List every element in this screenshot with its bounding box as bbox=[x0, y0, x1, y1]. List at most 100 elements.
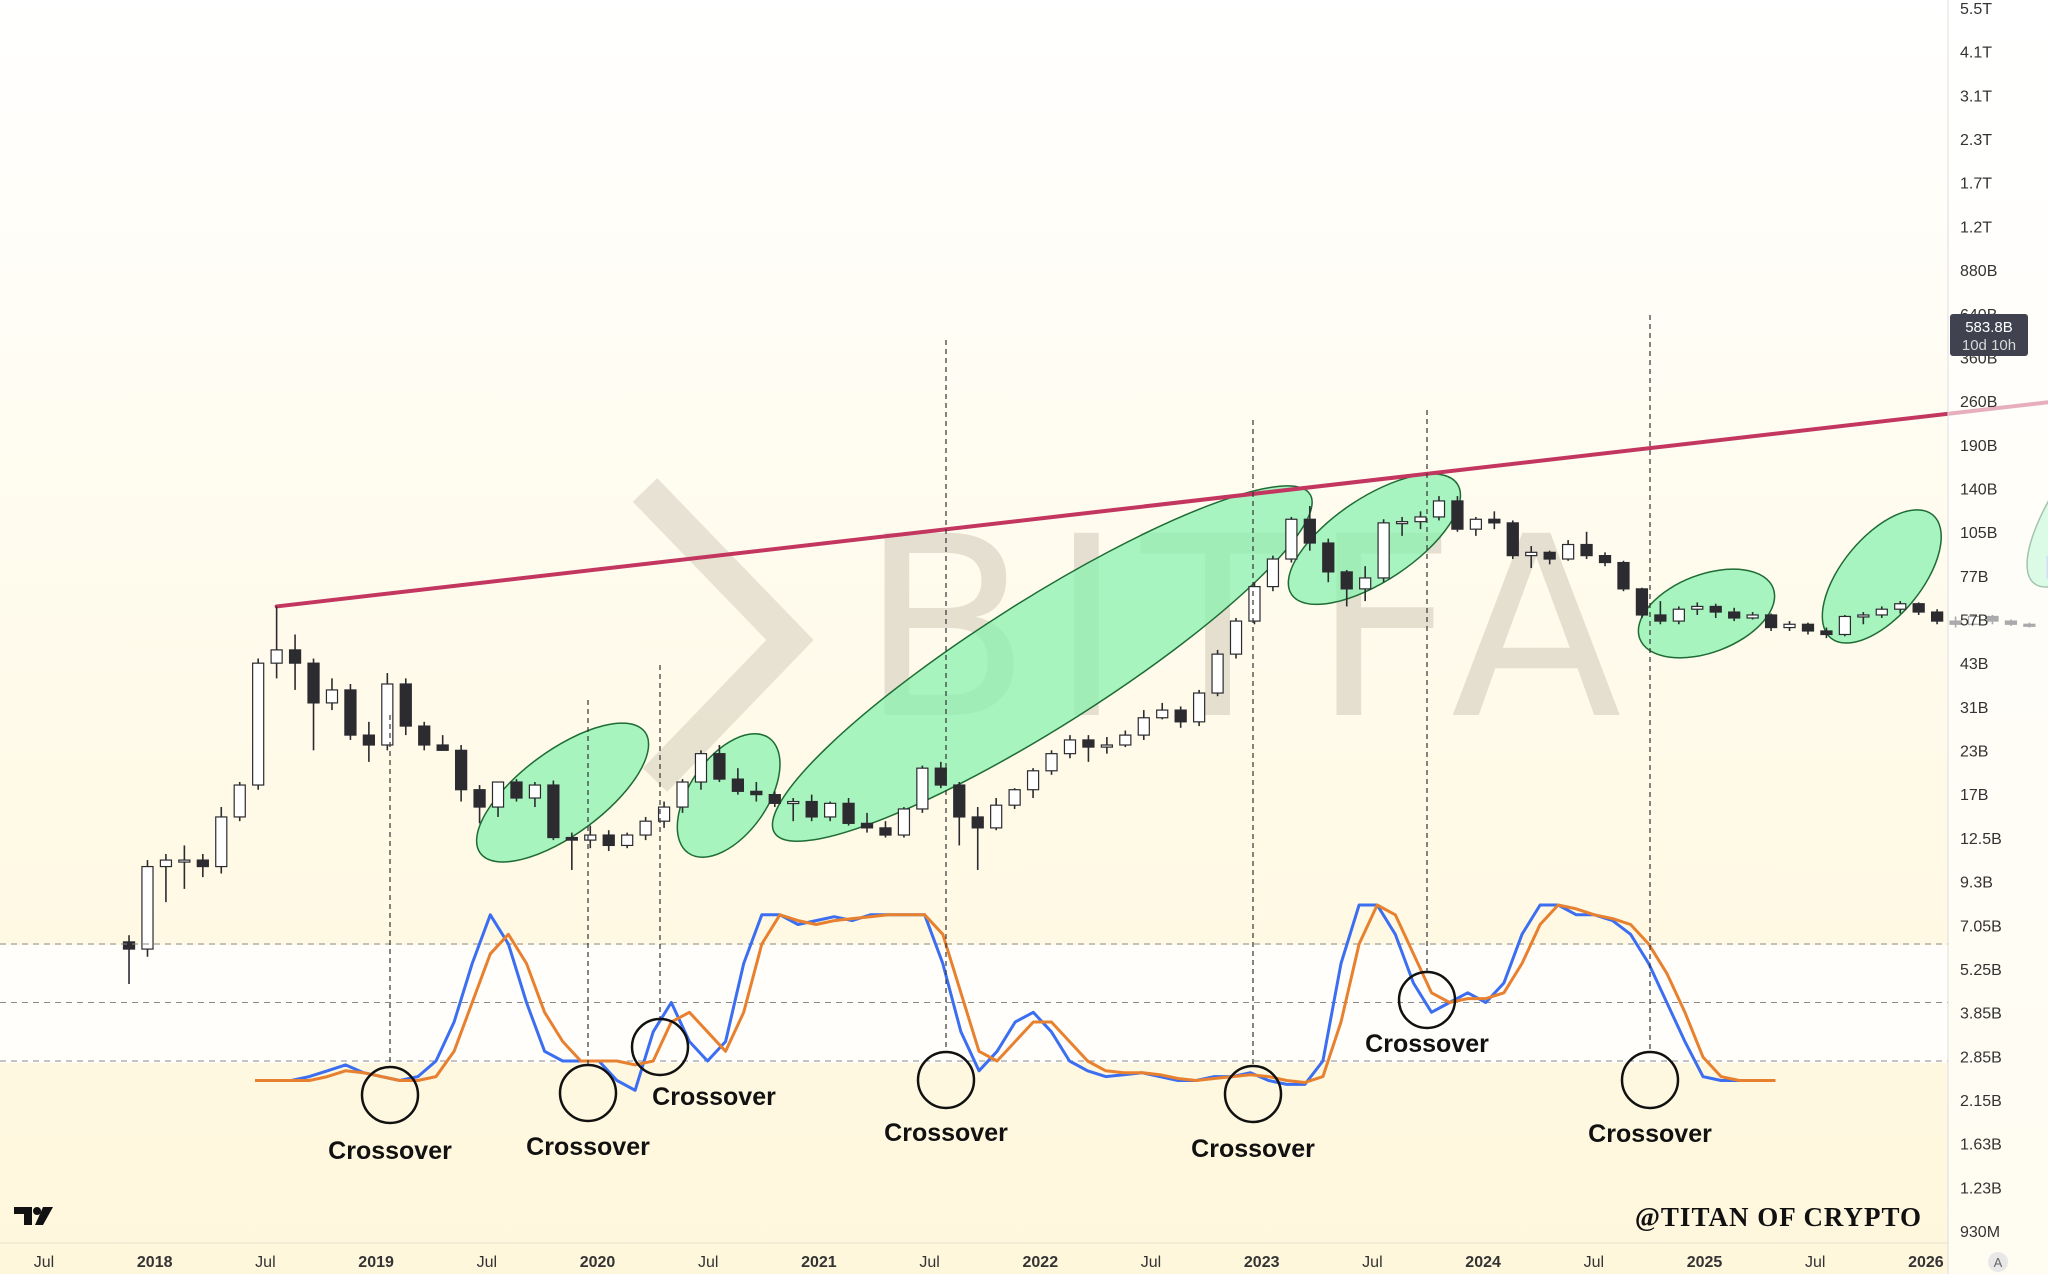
candle-body bbox=[916, 767, 929, 810]
candle-body bbox=[713, 753, 726, 780]
candle-body bbox=[1469, 518, 1483, 530]
x-tick-label: 2026 bbox=[1908, 1254, 1944, 1271]
candle-body bbox=[621, 834, 634, 847]
resistance-line bbox=[274, 400, 2048, 609]
candle-body bbox=[1691, 605, 1704, 610]
candle-body bbox=[196, 859, 209, 868]
candle-body bbox=[1525, 551, 1538, 557]
auto-scale-button[interactable]: A bbox=[1988, 1252, 2008, 1272]
candle-body bbox=[805, 800, 818, 818]
candle-body bbox=[252, 662, 265, 786]
candle-body bbox=[1580, 543, 1593, 557]
candle-body bbox=[1414, 516, 1427, 523]
candle-body bbox=[1894, 603, 1907, 610]
y-tick-label: 105B bbox=[1960, 525, 1997, 542]
crossover-label: Crossover bbox=[328, 1137, 452, 1165]
candle-body bbox=[547, 784, 560, 839]
y-tick-label: 1.23B bbox=[1960, 1180, 2002, 1197]
tradingview-logo-icon[interactable] bbox=[14, 1207, 53, 1225]
candle-body bbox=[325, 689, 339, 704]
candle-body bbox=[1857, 614, 1870, 618]
auto-scale-label: A bbox=[1994, 1255, 2003, 1270]
crossover-label: Crossover bbox=[1365, 1030, 1489, 1058]
candle-body bbox=[1137, 717, 1150, 736]
candle-body bbox=[1617, 561, 1630, 590]
candle-body bbox=[399, 683, 412, 727]
y-tick-label: 5.25B bbox=[1960, 962, 2002, 979]
candle-body bbox=[1322, 542, 1335, 573]
candle-body bbox=[1063, 739, 1077, 755]
candle-body bbox=[1820, 630, 1833, 636]
candle-body bbox=[473, 789, 486, 808]
x-tick-label: Jul bbox=[1141, 1254, 1161, 1271]
candle-body bbox=[1654, 614, 1667, 622]
y-tick-label: 4.1T bbox=[1960, 45, 1992, 62]
oscillator-line bbox=[255, 903, 1776, 1084]
candle-body bbox=[1912, 603, 1925, 613]
y-tick-label: 9.3B bbox=[1960, 875, 1993, 892]
price-badge-value: 583.8B bbox=[1965, 319, 2013, 336]
candle-body bbox=[1082, 739, 1095, 748]
candle-body bbox=[1156, 709, 1169, 719]
candle-body bbox=[1561, 543, 1575, 560]
y-tick-label: 2.3T bbox=[1960, 132, 1992, 149]
time-axis[interactable]: Jul 2018 Jul 2019 Jul 2020 Jul 2021 Jul 2022 Jul 20… bbox=[0, 1242, 1948, 1271]
candle-body bbox=[639, 820, 652, 836]
crossover-label: Crossover bbox=[884, 1119, 1008, 1147]
candle-body bbox=[565, 836, 578, 841]
y-tick-label: 12.5B bbox=[1960, 831, 2002, 848]
x-tick-label: Jul bbox=[1584, 1254, 1604, 1271]
x-tick-label: 2021 bbox=[801, 1254, 837, 1271]
candle-body bbox=[1100, 744, 1114, 748]
crossover-circle bbox=[1620, 1050, 1680, 1110]
candle-body bbox=[1026, 770, 1040, 791]
crossover-dashed-lines bbox=[389, 315, 1651, 1067]
candle-body bbox=[1764, 614, 1778, 629]
candle-body bbox=[1746, 614, 1759, 619]
x-tick-label: 2023 bbox=[1244, 1254, 1280, 1271]
y-tick-label: 43B bbox=[1960, 656, 1988, 673]
candle-body bbox=[934, 767, 947, 786]
x-tick-label: Jul bbox=[698, 1254, 718, 1271]
candle-body bbox=[787, 800, 800, 805]
candle-body bbox=[1377, 522, 1390, 579]
y-tick-label: 31B bbox=[1960, 700, 1988, 717]
candle-body bbox=[1045, 753, 1058, 772]
x-tick-label: Jul bbox=[477, 1254, 497, 1271]
candle-body bbox=[990, 804, 1003, 829]
price-badge-countdown: 10d 10h bbox=[1962, 337, 2016, 354]
candle-body bbox=[657, 806, 671, 822]
candle-body bbox=[436, 744, 449, 751]
x-tick-label: 2022 bbox=[1023, 1254, 1059, 1271]
candle-body bbox=[510, 781, 523, 799]
x-tick-label: 2024 bbox=[1465, 1254, 1501, 1271]
y-tick-label: 17B bbox=[1960, 787, 1988, 804]
x-tick-label: 2018 bbox=[137, 1254, 173, 1271]
y-tick-label: 7.05B bbox=[1960, 918, 2002, 935]
candle-body bbox=[1008, 789, 1021, 806]
candlestick-series bbox=[122, 496, 2036, 984]
rally-highlight bbox=[475, 722, 650, 863]
candle-body bbox=[1432, 500, 1446, 518]
candle-body bbox=[584, 834, 597, 841]
oscillator-line bbox=[255, 903, 1776, 1092]
candle-body bbox=[307, 662, 320, 704]
candle-body bbox=[1598, 555, 1612, 564]
crossover-label: Crossover bbox=[1191, 1135, 1315, 1163]
candle-body bbox=[1303, 518, 1316, 544]
crossover-circle bbox=[916, 1050, 976, 1110]
candle-body bbox=[454, 749, 468, 791]
price-axis[interactable]: 5.5T4.1T3.1T2.3T1.7T1.2T880B640B360B260B… bbox=[1947, 0, 2048, 1274]
candle-body bbox=[1672, 608, 1685, 622]
candle-body bbox=[1709, 605, 1722, 613]
candle-body bbox=[122, 941, 136, 950]
candle-body bbox=[953, 784, 966, 818]
candle-body bbox=[344, 689, 357, 736]
candle-body bbox=[418, 725, 431, 746]
y-tick-label: 3.85B bbox=[1960, 1006, 2002, 1023]
candle-body bbox=[1285, 518, 1298, 560]
candle-body bbox=[823, 802, 837, 818]
candle-body bbox=[1488, 518, 1501, 524]
candle-body bbox=[288, 649, 302, 664]
crossover-label: Crossover bbox=[652, 1083, 776, 1111]
